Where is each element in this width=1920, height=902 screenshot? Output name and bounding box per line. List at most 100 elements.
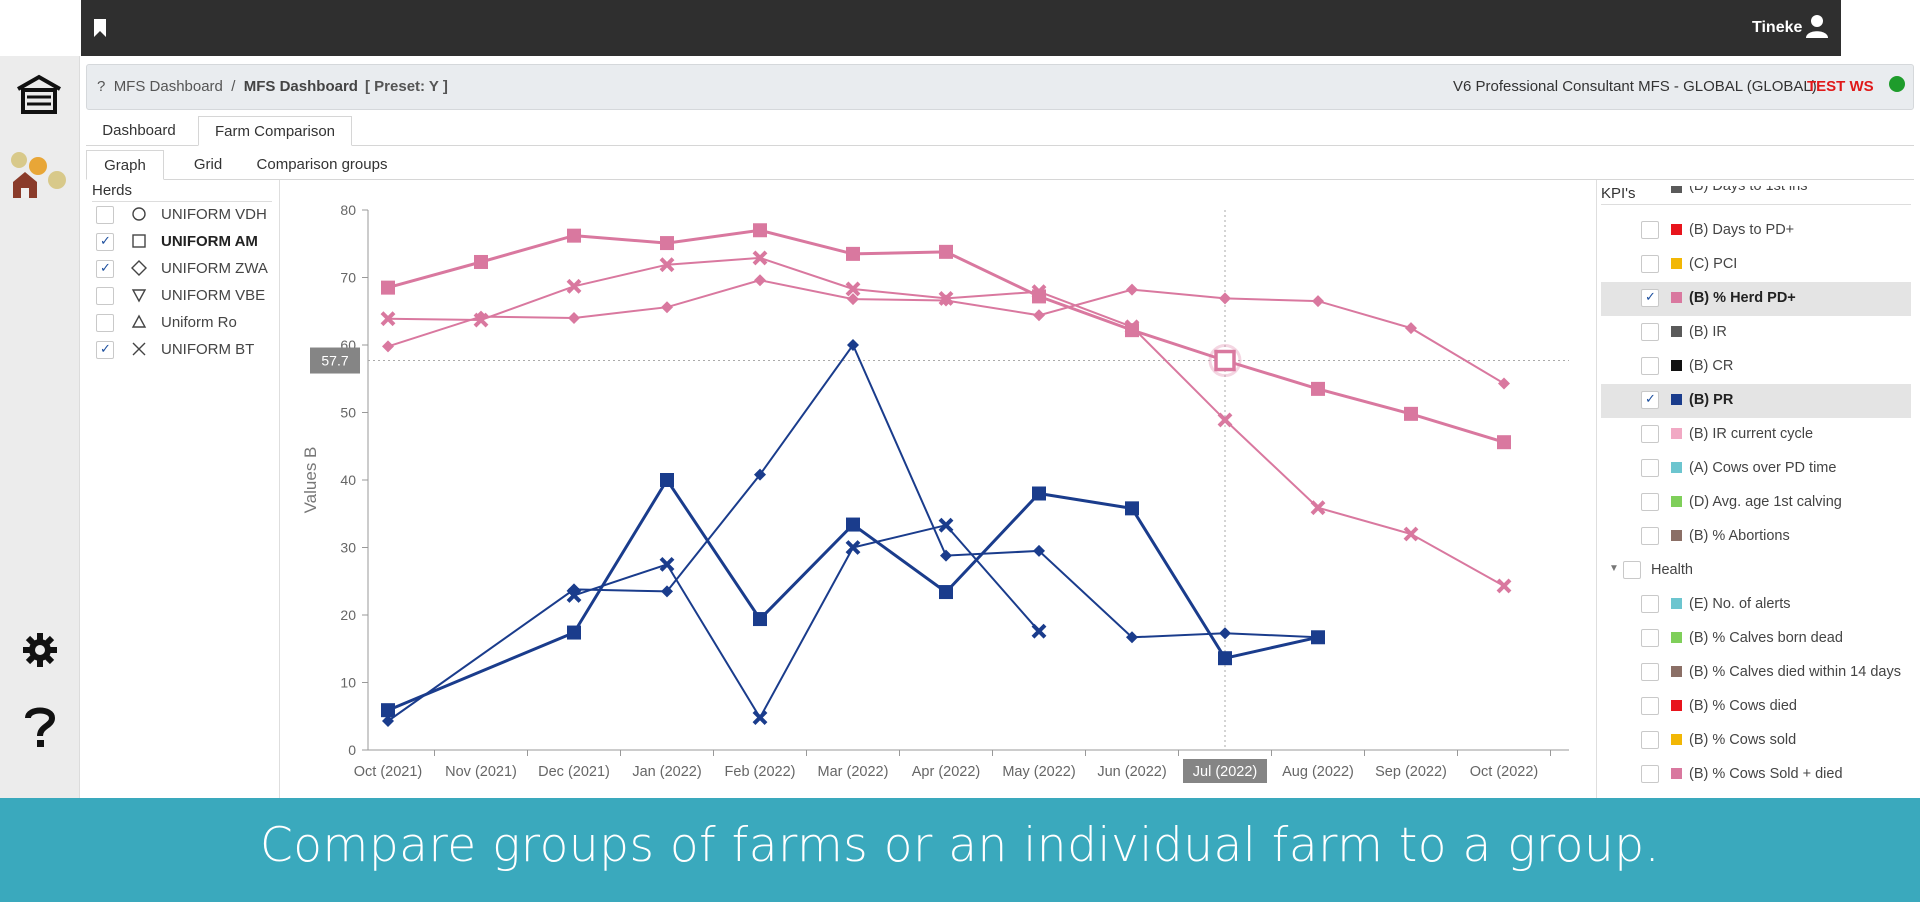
kpi-item[interactable]: (B) IR current cycle xyxy=(1601,418,1911,452)
kpi-label: (C) PCI xyxy=(1689,256,1738,272)
x-tick-label: Aug (2022) xyxy=(1282,764,1354,780)
data-point xyxy=(660,473,674,487)
herd-label: UNIFORM AM xyxy=(161,233,258,250)
kpi-group-checkbox[interactable] xyxy=(1623,561,1641,579)
herd-checkbox[interactable]: ✓ xyxy=(96,341,114,359)
kpi-color-swatch xyxy=(1671,768,1682,779)
herd-item[interactable]: ✓ UNIFORM AM xyxy=(96,231,276,253)
herd-checkbox[interactable] xyxy=(96,206,114,224)
kpi-checkbox[interactable] xyxy=(1641,765,1659,783)
kpi-item[interactable]: (B) % Calves born dead xyxy=(1601,622,1911,656)
data-point xyxy=(1312,631,1324,644)
bookmark-icon[interactable] xyxy=(93,18,107,38)
herd-item[interactable]: UNIFORM VDH xyxy=(96,204,276,226)
check-icon: ✓ xyxy=(100,260,111,275)
x-tick-label: Sep (2022) xyxy=(1375,764,1447,780)
kpi-item[interactable]: (B) % Cows sold xyxy=(1601,724,1911,758)
tab-dashboard[interactable]: Dashboard xyxy=(102,122,176,139)
kpi-checkbox[interactable] xyxy=(1641,357,1659,375)
farm-comparison-icon[interactable] xyxy=(9,150,69,200)
kpi-checkbox[interactable] xyxy=(1641,595,1659,613)
kpi-item[interactable]: (B) % Abortions xyxy=(1601,520,1911,554)
kpi-color-swatch xyxy=(1671,258,1682,269)
kpi-checkbox[interactable] xyxy=(1641,323,1659,341)
kpi-item[interactable]: (D) Avg. age 1st calving xyxy=(1601,486,1911,520)
kpi-item[interactable]: (B) % Cows died xyxy=(1601,690,1911,724)
kpi-item[interactable]: (B) % Calves died within 14 days xyxy=(1601,656,1911,690)
kpi-color-swatch xyxy=(1671,428,1682,439)
kpi-item-partial[interactable]: (B) Days to 1st ins xyxy=(1601,186,1911,200)
x-crosshair-label-bg xyxy=(1183,759,1267,783)
help-icon[interactable] xyxy=(24,706,56,750)
herds-divider xyxy=(92,201,272,202)
x-tick-label: Feb (2022) xyxy=(725,764,796,780)
caret-down-icon[interactable]: ▼ xyxy=(1609,563,1619,574)
data-point xyxy=(566,588,582,603)
breadcrumb-separator: / xyxy=(231,78,236,95)
kpi-color-swatch xyxy=(1671,326,1682,337)
gear-icon[interactable] xyxy=(22,632,58,668)
kpi-checkbox[interactable] xyxy=(1641,731,1659,749)
kpi-color-swatch xyxy=(1671,666,1682,677)
kpi-label: (B) Days to PD+ xyxy=(1689,222,1795,238)
top-bar-inner xyxy=(81,0,1841,56)
kpi-checkbox[interactable] xyxy=(1641,629,1659,647)
user-icon[interactable] xyxy=(1806,14,1828,38)
kpi-color-swatch xyxy=(1671,496,1682,507)
crosshair-value-bg xyxy=(310,347,360,374)
herd-checkbox[interactable]: ✓ xyxy=(96,233,114,251)
herd-label: UNIFORM VDH xyxy=(161,206,267,223)
kpi-checkbox[interactable] xyxy=(1641,255,1659,273)
herd-item[interactable]: Uniform Ro xyxy=(96,312,276,334)
tab-farm-comparison[interactable]: Farm Comparison xyxy=(198,116,352,146)
kpi-item[interactable]: (C) PCI xyxy=(1601,248,1911,282)
kpi-checkbox[interactable] xyxy=(1641,221,1659,239)
kpi-checkbox[interactable] xyxy=(1641,425,1659,443)
barn-icon[interactable] xyxy=(15,74,63,114)
kpi-group-health[interactable]: ▼ Health xyxy=(1601,554,1911,588)
data-point xyxy=(473,312,489,328)
kpi-checkbox[interactable]: ✓ xyxy=(1641,289,1659,307)
chart-area[interactable]: 0 10 20 30 40 50 60 70 80 Values B Oct (2021) Nov (… xyxy=(282,184,1592,800)
kpi-label: (B) % Calves died within 14 days xyxy=(1689,664,1901,680)
cross-marker-icon xyxy=(132,342,146,356)
herd-item[interactable]: ✓ UNIFORM BT xyxy=(96,339,276,361)
breadcrumb-parent[interactable]: MFS Dashboard xyxy=(113,78,223,95)
herd-item[interactable]: UNIFORM VBE xyxy=(96,285,276,307)
herd-checkbox[interactable] xyxy=(96,287,114,305)
top-bar xyxy=(0,0,1920,56)
tab-grid[interactable]: Grid xyxy=(193,156,223,173)
kpi-checkbox[interactable] xyxy=(1641,459,1659,477)
kpi-color-swatch xyxy=(1671,292,1682,303)
herd-checkbox[interactable]: ✓ xyxy=(96,260,114,278)
data-point xyxy=(752,250,768,266)
kpi-checkbox[interactable] xyxy=(1641,527,1659,545)
data-point xyxy=(1033,544,1045,557)
kpi-checkbox[interactable] xyxy=(1641,697,1659,715)
kpi-item[interactable]: ✓ (B) PR xyxy=(1601,384,1911,418)
left-sidebar xyxy=(0,56,80,902)
y-tick-label: 20 xyxy=(340,607,356,623)
kpi-checkbox[interactable]: ✓ xyxy=(1641,391,1659,409)
kpi-item[interactable]: (B) Days to PD+ xyxy=(1601,214,1911,248)
kpi-checkbox[interactable] xyxy=(1641,663,1659,681)
environment-label: TEST WS xyxy=(1807,78,1874,95)
kpi-item[interactable]: (B) IR xyxy=(1601,316,1911,350)
kpi-item[interactable]: (E) No. of alerts xyxy=(1601,588,1911,622)
herd-item[interactable]: ✓ UNIFORM ZWA xyxy=(96,258,276,280)
kpi-item[interactable]: (B) % Cows Sold + died xyxy=(1601,758,1911,792)
tab-graph[interactable]: Graph xyxy=(86,150,164,180)
kpi-item[interactable]: (B) CR xyxy=(1601,350,1911,384)
data-point xyxy=(1033,309,1045,322)
kpi-item[interactable]: ✓ (B) % Herd PD+ xyxy=(1601,282,1911,316)
kpi-checkbox[interactable] xyxy=(1641,493,1659,511)
user-name[interactable]: Tineke xyxy=(1752,19,1803,36)
herd-checkbox[interactable] xyxy=(96,314,114,332)
x-tick-label: Jul (2022) xyxy=(1193,764,1257,780)
help-mark[interactable]: ? xyxy=(97,78,106,95)
data-point xyxy=(938,517,954,533)
tab-comparison-groups[interactable]: Comparison groups xyxy=(256,156,388,173)
kpi-item[interactable]: (A) Cows over PD time xyxy=(1601,452,1911,486)
data-point xyxy=(1126,631,1138,644)
